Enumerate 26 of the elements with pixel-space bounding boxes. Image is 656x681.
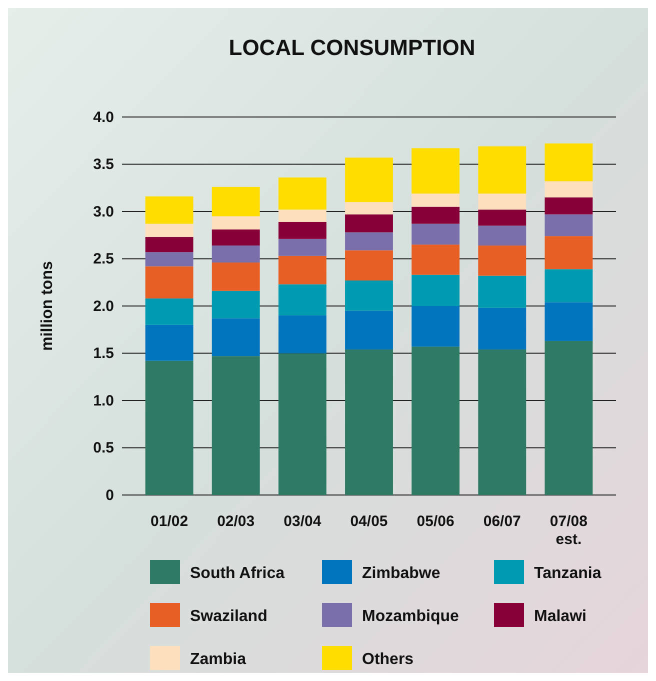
x-tick-label: 07/08 est. bbox=[550, 513, 588, 548]
legend-label: Zambia bbox=[190, 651, 246, 668]
legend-label: Others bbox=[362, 651, 414, 668]
legend-label: Mozambique bbox=[362, 608, 459, 625]
x-tick-label: 03/04 bbox=[284, 513, 322, 530]
y-tick-label: 2.5 bbox=[93, 250, 114, 268]
y-axis-title: million tons bbox=[39, 261, 56, 351]
y-tick-label: 3.5 bbox=[93, 156, 114, 174]
x-tick-label: 04/05 bbox=[350, 513, 388, 530]
y-tick-label: 2.0 bbox=[93, 298, 114, 315]
chart-title: LOCAL CONSUMPTION bbox=[228, 35, 476, 60]
y-tick-label: 1.5 bbox=[93, 345, 114, 362]
legend-label: Swaziland bbox=[190, 608, 268, 625]
y-tick-label: 0 bbox=[106, 486, 114, 504]
x-tick-label: 01/02 bbox=[150, 513, 188, 530]
y-tick-label: 0.5 bbox=[93, 440, 114, 457]
legend-label: South Africa bbox=[190, 565, 285, 582]
y-tick-label: 4.0 bbox=[93, 108, 114, 126]
legend-label: Zimbabwe bbox=[362, 565, 440, 582]
x-tick-label: 05/06 bbox=[416, 513, 454, 530]
y-tick-label: 3.0 bbox=[93, 203, 114, 220]
y-tick-label: 1.0 bbox=[93, 392, 114, 410]
legend-label: Malawi bbox=[534, 608, 586, 625]
x-tick-label: 02/03 bbox=[217, 513, 255, 530]
legend-label: Tanzania bbox=[534, 565, 602, 582]
x-tick-label: 06/07 bbox=[483, 513, 521, 530]
